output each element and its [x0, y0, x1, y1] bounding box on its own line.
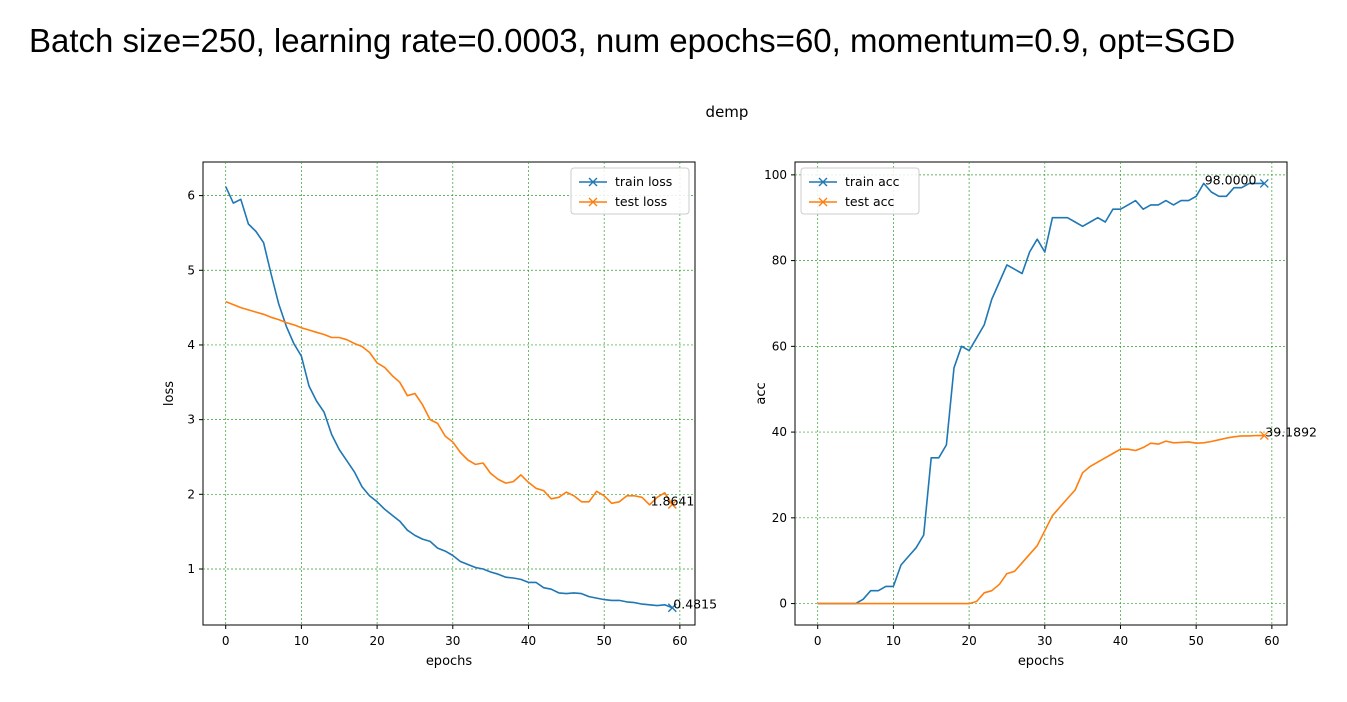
x-tick-label: 40: [1113, 634, 1128, 648]
x-tick-label: 40: [521, 634, 536, 648]
x-tick-label: 30: [1037, 634, 1052, 648]
series-line: [225, 300, 673, 506]
legend-marker: [588, 177, 598, 187]
y-tick-label: 3: [187, 413, 195, 427]
y-tick-label: 100: [764, 168, 787, 182]
y-tick-label: 20: [772, 511, 787, 525]
series-end-marker: [1259, 178, 1269, 188]
series-end-label: 39.1892: [1265, 425, 1317, 440]
x-tick-label: 10: [294, 634, 309, 648]
legend-label: test acc: [845, 194, 895, 209]
y-tick-label: 1: [187, 562, 195, 576]
series-end-marker: [667, 603, 677, 613]
y-tick-label: 5: [187, 263, 195, 277]
x-tick-label: 50: [597, 634, 612, 648]
x-tick-label: 50: [1189, 634, 1204, 648]
series-end-label: 1.8641: [651, 493, 695, 508]
plot-frame: [794, 161, 1288, 626]
legend-marker: [818, 197, 828, 207]
x-tick-label: 20: [961, 634, 976, 648]
series-end-label: 98.0000: [1205, 172, 1257, 187]
y-axis-label: loss: [162, 381, 177, 406]
x-tick-label: 0: [222, 634, 230, 648]
legend-marker: [818, 177, 828, 187]
series-line: [817, 182, 1265, 605]
y-tick-label: 60: [772, 339, 787, 353]
x-axis-label: epochs: [426, 654, 473, 669]
x-tick-label: 20: [369, 634, 384, 648]
legend-label: test loss: [615, 194, 667, 209]
x-tick-label: 60: [1264, 634, 1279, 648]
x-tick-label: 0: [814, 634, 822, 648]
legend-label: train loss: [615, 174, 672, 189]
accuracy-plot: 0 10 20 30 40 50 60 0 20 40 60 80 100 epochs acc 98.000…: [754, 161, 1317, 669]
x-tick-label: 10: [886, 634, 901, 648]
y-tick-label: 80: [772, 254, 787, 268]
y-tick-label: 2: [187, 487, 195, 501]
y-axis-label: acc: [754, 382, 769, 404]
y-tick-label: 40: [772, 425, 787, 439]
loss-plot: 0 10 20 30 40 50 60 1 2 3 4 5 6 epochs loss 0.4815 1.864…: [162, 161, 717, 669]
series-line: [224, 186, 673, 609]
series-line: [817, 434, 1265, 605]
y-tick-label: 6: [187, 189, 195, 203]
series-end-marker: [667, 499, 677, 509]
y-tick-label: 4: [187, 338, 195, 352]
x-tick-label: 30: [445, 634, 460, 648]
figure-suptitle: demp: [706, 103, 749, 121]
series-end-marker: [1259, 431, 1269, 441]
plot-frame: [202, 161, 696, 626]
legend-marker: [588, 197, 598, 207]
series-end-label: 0.4815: [673, 597, 717, 612]
page-heading: Batch size=250, learning rate=0.0003, nu…: [29, 22, 1236, 59]
legend-label: train acc: [845, 174, 900, 189]
x-axis-label: epochs: [1018, 654, 1065, 669]
y-tick-label: 0: [779, 597, 787, 611]
x-tick-label: 60: [672, 634, 687, 648]
